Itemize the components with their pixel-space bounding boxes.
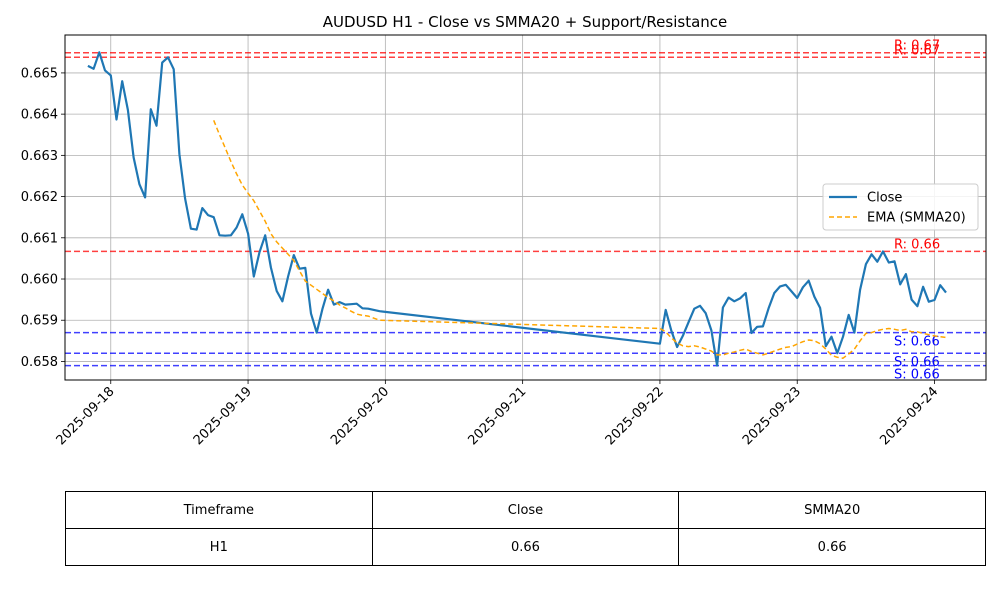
- table-header-cell: SMMA20: [678, 491, 986, 529]
- series-lines: [87, 51, 947, 367]
- x-tick-label: 2025-09-22: [603, 384, 667, 448]
- resistance-label: R: 0.66: [894, 237, 940, 252]
- level-lines: R: 0.67R: 0.67R: 0.66S: 0.66S: 0.66S: 0.…: [65, 39, 986, 383]
- y-tick-label: 0.665: [21, 66, 58, 81]
- y-tick-label: 0.664: [21, 108, 58, 123]
- grid: [65, 35, 986, 380]
- table-row: H1 0.66 0.66: [65, 528, 986, 566]
- resistance-label: R: 0.67: [894, 39, 940, 54]
- x-tick-label: 2025-09-20: [328, 384, 392, 448]
- axes: 2025-09-18 2025-09-19 2025-09-20 2025-09-21…: [21, 34, 987, 448]
- chart-title: AUDUSD H1 - Close vs SMMA20 + Support/Re…: [323, 13, 728, 31]
- legend-label: Close: [867, 191, 902, 206]
- legend-label: EMA (SMMA20): [867, 211, 966, 226]
- table-cell: H1: [65, 528, 373, 566]
- x-tick-label: 2025-09-21: [465, 384, 529, 448]
- table-header-row: Timeframe Close SMMA20: [65, 491, 986, 529]
- table-cell: 0.66: [371, 528, 680, 566]
- table-header-cell: Close: [371, 491, 680, 529]
- y-tick-label: 0.659: [21, 314, 58, 329]
- smma20-line: [213, 120, 947, 359]
- support-label: S: 0.66: [894, 355, 940, 370]
- x-tick-label: 2025-09-18: [54, 384, 118, 448]
- x-tick-label: 2025-09-23: [740, 384, 804, 448]
- y-tick-label: 0.663: [21, 149, 58, 164]
- legend: Close EMA (SMMA20): [822, 183, 979, 231]
- close-price-line: [87, 51, 947, 367]
- y-tick-label: 0.662: [21, 190, 58, 205]
- summary-table: Timeframe Close SMMA20 H1 0.66 0.66: [65, 491, 986, 566]
- y-tick-label: 0.661: [21, 231, 58, 246]
- x-tick-label: 2025-09-19: [191, 384, 255, 448]
- table-cell: 0.66: [678, 528, 986, 566]
- x-tick-label: 2025-09-24: [877, 384, 941, 448]
- y-tick-label: 0.660: [21, 273, 58, 288]
- chart: AUDUSD H1 - Close vs SMMA20 + Support/Re…: [21, 13, 987, 448]
- resistance-label: R: 0.67: [894, 43, 940, 58]
- support-label: S: 0.66: [894, 368, 940, 383]
- y-tick-label: 0.658: [21, 355, 58, 370]
- legend-box: [822, 183, 979, 231]
- table-header-cell: Timeframe: [65, 491, 373, 529]
- support-label: S: 0.66: [894, 335, 940, 350]
- plot-frame: [64, 34, 987, 381]
